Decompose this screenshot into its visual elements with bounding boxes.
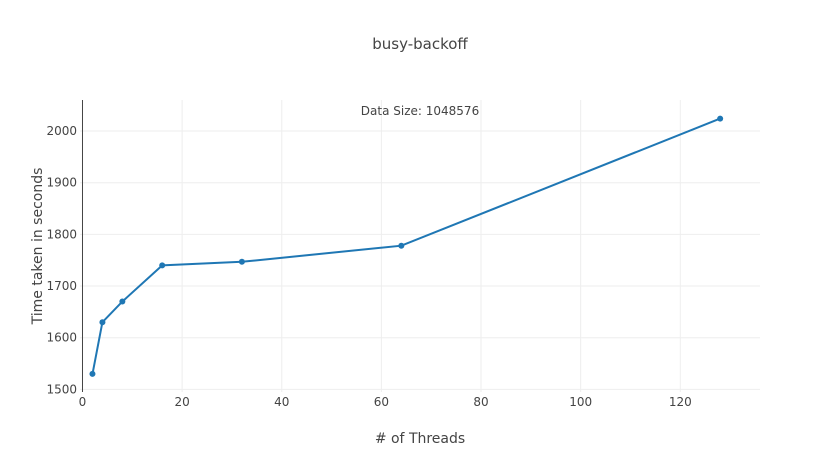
y-axis-title: Time taken in seconds [30,168,46,326]
data-point [99,319,106,326]
data-point [159,262,166,269]
x-tick-label: 80 [473,395,488,409]
x-tick-label: 60 [374,395,389,409]
data-point [717,115,724,122]
data-size-annotation: Data Size: 1048576 [361,104,479,118]
data-point [119,298,126,305]
y-tick-label: 1500 [46,382,77,396]
x-axis: 0 20 40 60 80 100 120 [79,395,692,409]
y-tick-label: 1900 [46,176,77,190]
x-tick-label: 40 [274,395,289,409]
y-tick-label: 2000 [46,124,77,138]
data-point [238,258,245,265]
x-tick-label: 20 [174,395,189,409]
grid [80,100,760,392]
x-tick-label: 0 [79,395,87,409]
series-line [91,117,721,375]
x-axis-title: # of Threads [375,431,465,447]
y-tick-label: 1800 [46,227,77,241]
data-point [398,242,405,249]
x-tick-label: 120 [669,395,692,409]
y-axis: 1500 1600 1700 1800 1900 2000 [46,124,77,396]
y-tick-label: 1600 [46,331,77,345]
x-tick-label: 100 [569,395,592,409]
chart-title: busy-backoff [372,35,468,53]
y-tick-label: 1700 [46,279,77,293]
plot-area [81,100,724,392]
data-point [89,370,96,377]
